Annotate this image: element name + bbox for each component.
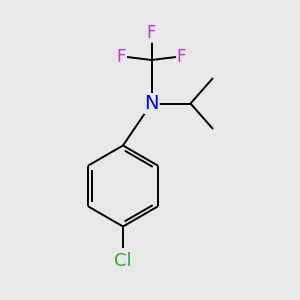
Text: N: N [144, 94, 159, 113]
Text: F: F [117, 48, 126, 66]
Text: F: F [177, 48, 186, 66]
Text: Cl: Cl [114, 252, 132, 270]
Text: F: F [147, 24, 156, 42]
